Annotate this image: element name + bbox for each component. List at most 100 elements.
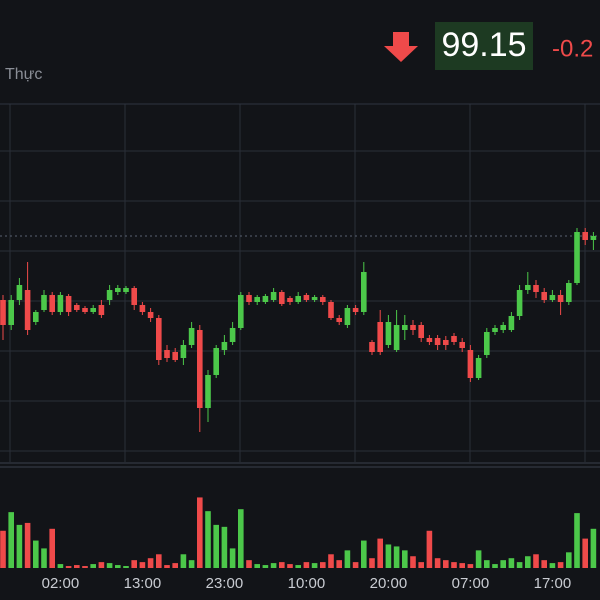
volume-bar [156,554,162,568]
candle-body [525,285,531,290]
candle-body [295,296,301,302]
volume-bar [566,552,572,568]
candle-body [106,290,113,300]
candle-body [82,308,88,312]
volume-bar [287,564,293,568]
volume-bar [65,566,72,568]
candle-body [385,322,392,345]
volume-bar [590,528,597,568]
candle-body [246,295,252,302]
candle-body [57,295,64,312]
candle-body [475,358,482,378]
candle-body [484,332,490,355]
volume-bar [344,550,351,568]
candle-body [41,295,47,310]
candle-body [582,232,588,240]
candle-body [254,297,260,302]
volume-bar [467,564,474,568]
candle-body [197,330,203,408]
candle-body [352,308,359,312]
x-tick-label: 23:00 [206,575,244,592]
volume-bar [262,565,269,568]
volume-bar [180,554,187,568]
x-tick-label: 20:00 [370,575,408,592]
volume-bar [164,565,170,568]
volume-bar [106,563,113,568]
candle-body [369,342,375,352]
candle-body [205,375,211,408]
volume-bar [172,563,178,568]
volume-bar [131,560,137,568]
volume-bar [484,560,490,568]
volume-bar [303,562,310,568]
candle-body [164,350,170,358]
volume-bar [426,530,433,568]
volume-bar [320,562,326,568]
volume-bar [533,554,539,568]
candle-body [123,288,129,292]
candle-body [549,295,556,300]
candle-body [270,292,277,300]
volume-bar [213,524,219,568]
volume-bar [279,562,285,568]
candle-body [303,295,310,300]
candle-body [320,297,326,302]
price-change: -0.2 [552,35,593,62]
price-box [435,22,533,70]
symbol-label: Thực [5,66,42,83]
candle-body [541,292,547,300]
volume-bar [115,565,121,568]
vertical-grid [9,104,586,462]
candle-body [377,322,383,352]
volume-bar [147,558,154,568]
volume-bar [418,562,424,568]
candle-body [139,305,146,312]
volume-bar [500,560,506,568]
candle-body [0,300,6,325]
candle-body [311,297,318,300]
candle-body [508,316,515,330]
volume-bar [33,540,39,568]
candle-body [287,298,293,302]
volume-bar [434,558,441,568]
candle-body [418,325,424,338]
candle-body [410,325,416,330]
candle-body [574,232,580,283]
candle-body [402,325,408,330]
volume-bar [582,538,588,568]
volume-bar [541,560,547,568]
volume-bar [475,550,482,568]
candle-body [8,300,14,325]
candle-body [336,318,342,322]
candle-body [516,290,523,316]
volume-bar [246,560,252,568]
x-tick-label: 13:00 [124,575,162,592]
volume-bar [336,560,342,568]
volume-bar [508,558,515,568]
volume-bar [516,562,523,568]
volume-bar [352,562,359,568]
volume-bar [443,560,449,568]
candle-body [49,295,55,312]
candle-body [131,288,137,305]
volume-bar [238,509,244,568]
volume-bar [139,562,146,568]
volume-bar [270,563,277,568]
volume-bar [16,524,23,568]
volume-bar [0,530,6,568]
candle-body [172,352,178,360]
volume-bar [451,562,457,568]
volume-bar [41,548,47,568]
candle-body [90,308,96,312]
volume-bar [90,564,96,568]
volume-bar [197,497,203,568]
candle-body [16,285,23,300]
candle-body [344,308,351,325]
volume-bar [74,565,80,568]
candle-body [566,283,572,302]
candle-body [238,295,244,328]
candle-body [156,318,162,360]
volume-bar [229,548,236,568]
candle-body [451,336,457,342]
